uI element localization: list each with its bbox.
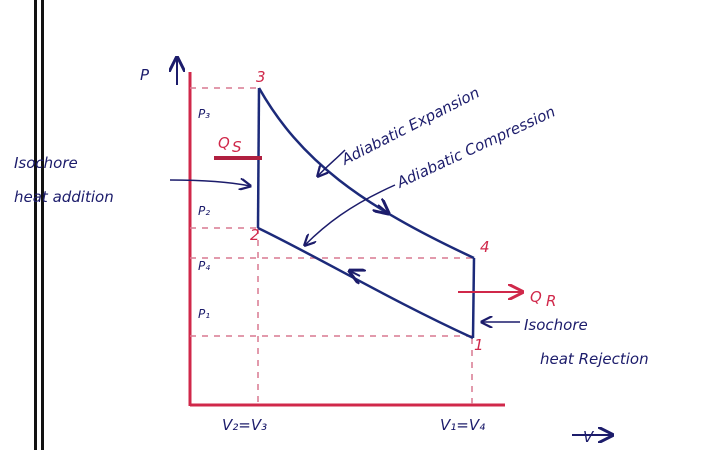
pressure-label: P₃ bbox=[198, 107, 210, 121]
pressure-label: P₁ bbox=[198, 307, 210, 321]
process-label: Isochore bbox=[14, 154, 78, 172]
p-label: P bbox=[140, 66, 150, 84]
pv-diagram: P V 3 2 4 1 P₃ P₂ P₄ P₁ Q S Q R V₂=V₃ V₁… bbox=[0, 0, 708, 450]
cycle bbox=[258, 88, 474, 338]
process-label: Isochore bbox=[524, 316, 588, 334]
heat-label-sub: R bbox=[546, 292, 556, 310]
direction bbox=[350, 271, 360, 276]
point-label: 1 bbox=[474, 336, 484, 354]
volume-label: V₁=V₄ bbox=[440, 416, 485, 434]
volume-label: V₂=V₃ bbox=[222, 416, 267, 434]
pressure-label: P₄ bbox=[198, 259, 210, 273]
point-label: 2 bbox=[250, 226, 260, 244]
process-label: heat addition bbox=[14, 188, 114, 206]
pointers bbox=[170, 150, 520, 322]
heat-label: Q bbox=[218, 134, 230, 152]
point-label: 4 bbox=[480, 238, 490, 256]
border bbox=[41, 0, 44, 450]
v-label: V bbox=[583, 428, 595, 446]
heat-label: Q bbox=[530, 288, 542, 306]
guides bbox=[190, 88, 474, 405]
pressure-label: P₂ bbox=[198, 204, 210, 218]
heat-label-sub: S bbox=[232, 138, 242, 156]
point-label: 3 bbox=[256, 68, 266, 86]
border bbox=[34, 0, 37, 450]
process-label: heat Rejection bbox=[540, 350, 649, 368]
